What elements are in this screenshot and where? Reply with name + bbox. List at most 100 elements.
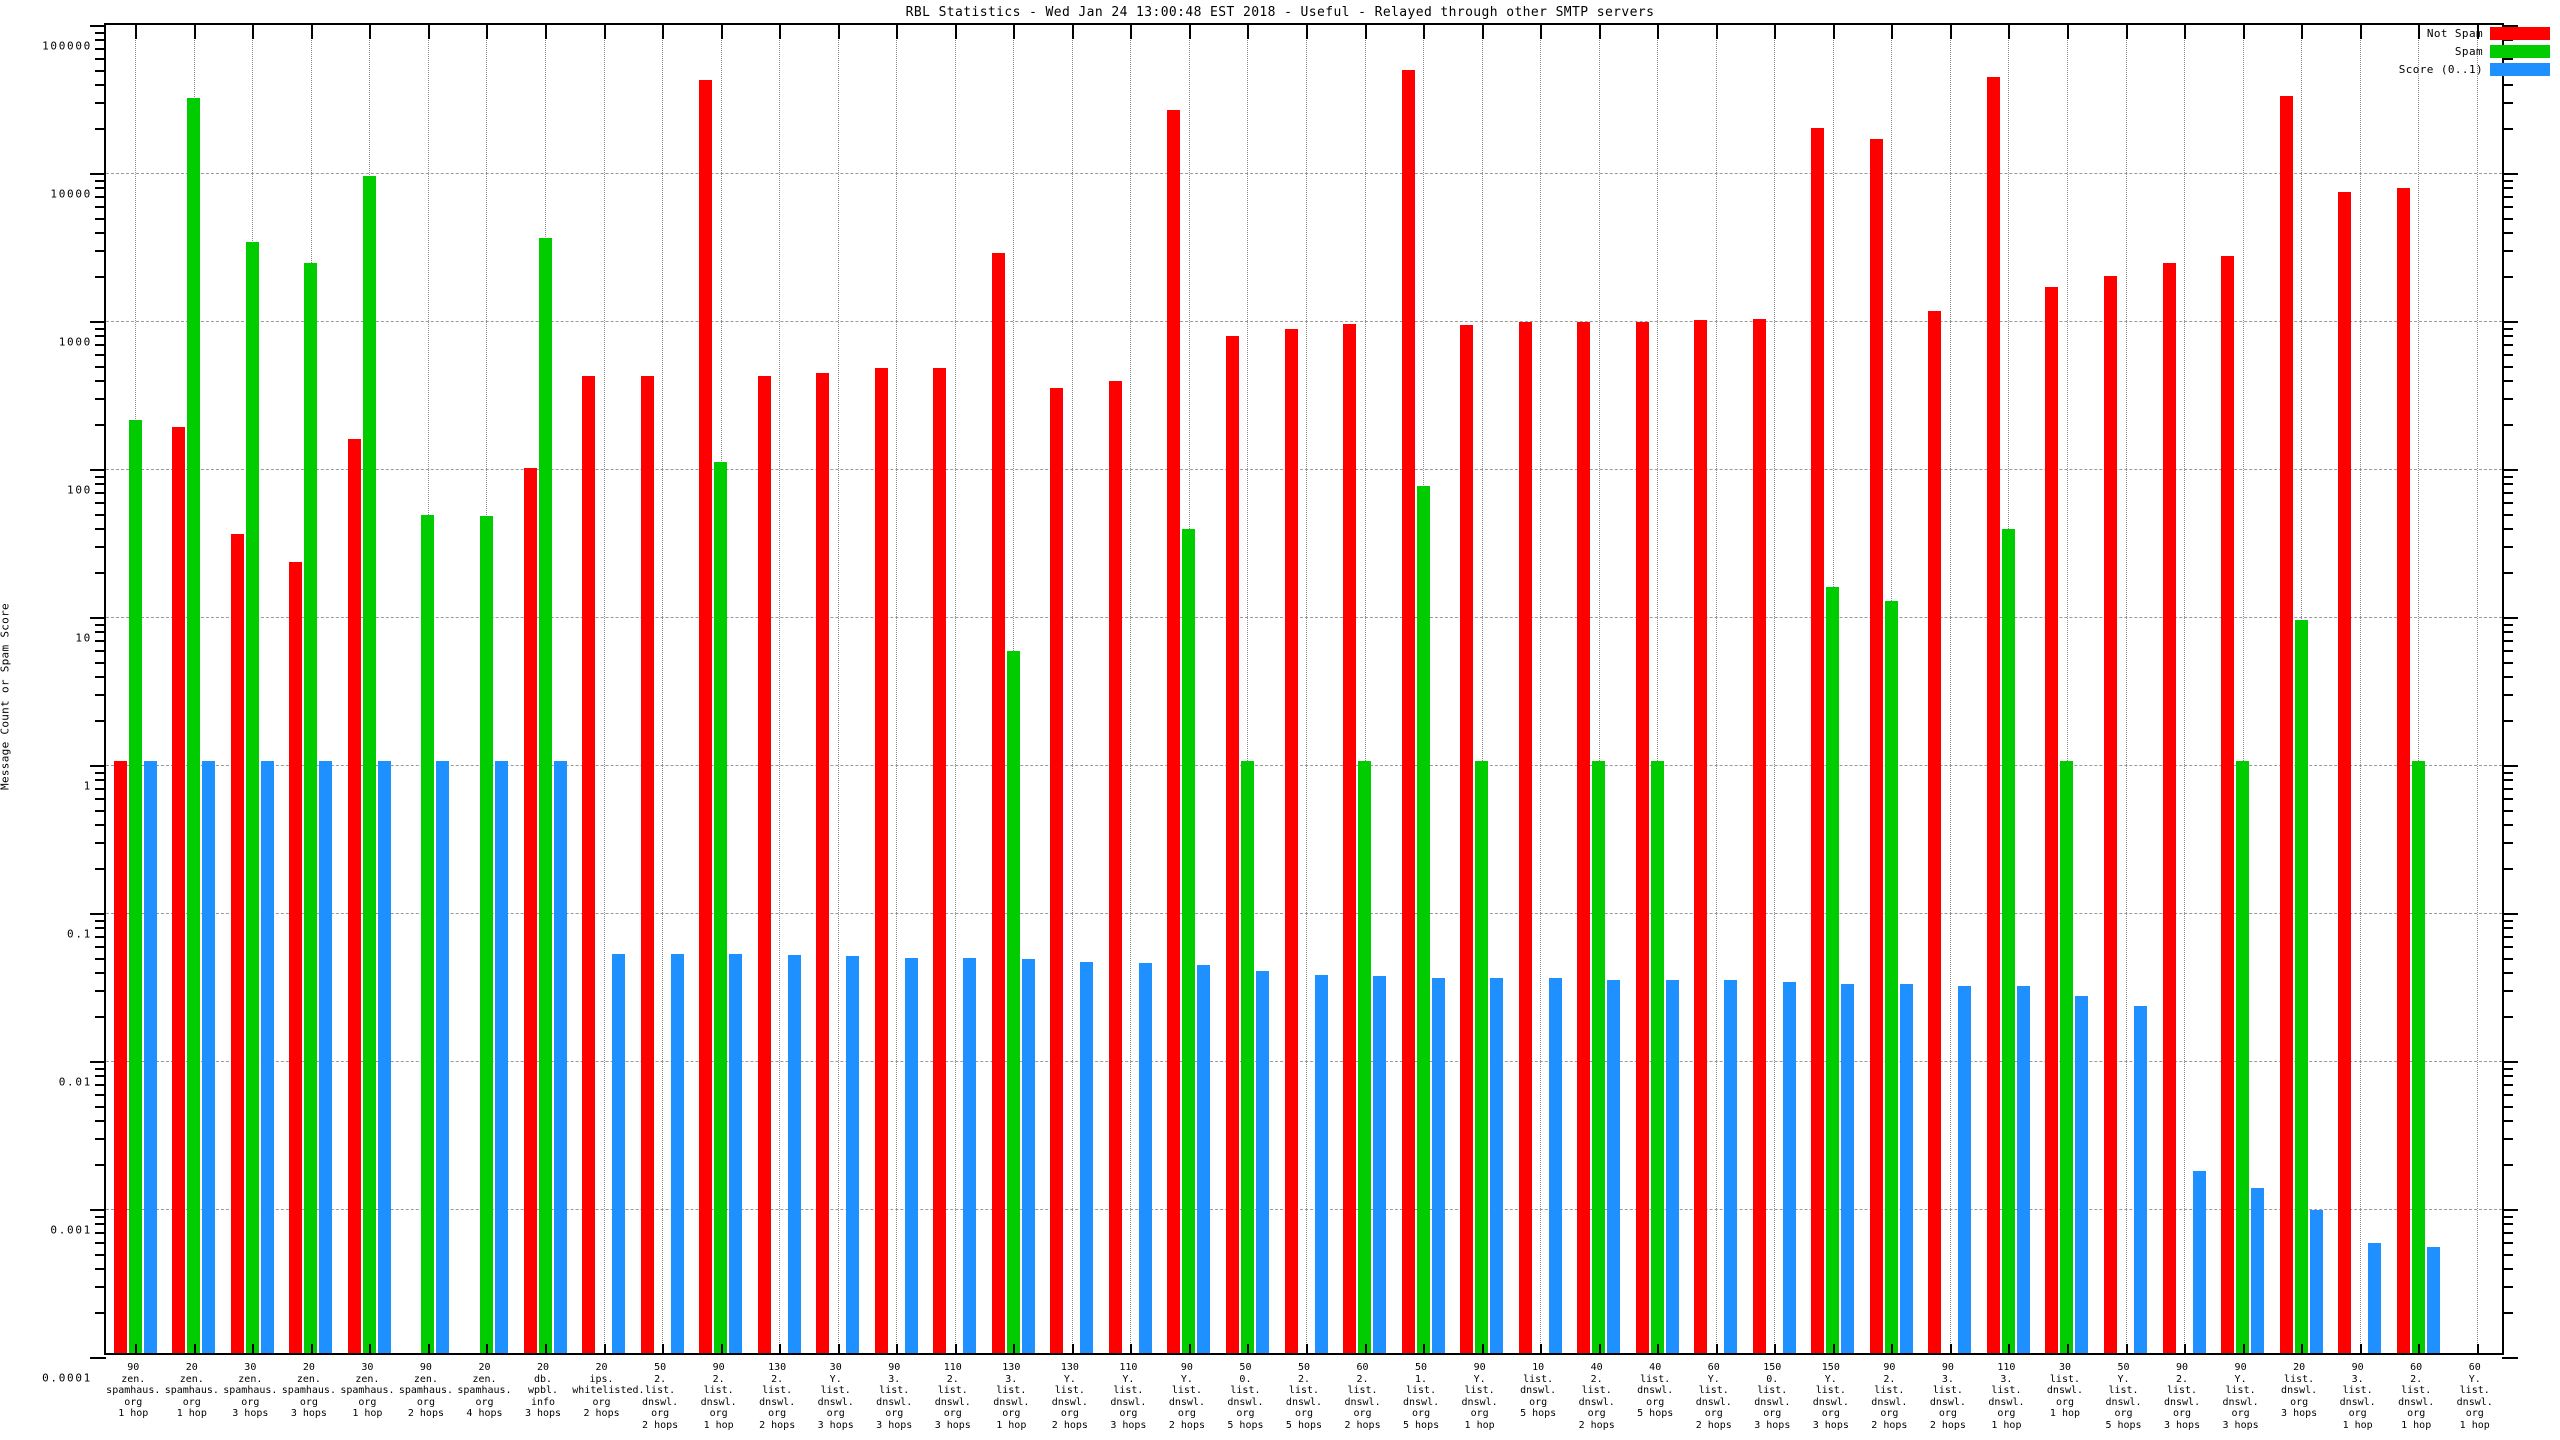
bar-blue bbox=[202, 761, 216, 1353]
legend-item-1[interactable]: Spam bbox=[2455, 45, 2550, 58]
y-axis-tick-right bbox=[2502, 173, 2518, 175]
x-axis-tick-bottom bbox=[2418, 1344, 2421, 1354]
y-axis-minor-tick-right bbox=[2502, 1215, 2513, 1218]
x-axis-label-line: org bbox=[1470, 1408, 1489, 1419]
x-axis-label-line: 2 hops bbox=[1344, 1419, 1381, 1431]
x-axis-label: 110 3. list. dnswl. org 1 hop bbox=[1977, 1362, 2036, 1431]
x-axis-label-line: list. bbox=[2166, 1385, 2198, 1396]
legend-item-0[interactable]: Not Spam bbox=[2427, 27, 2550, 40]
x-axis-label-line: org bbox=[1353, 1408, 1372, 1419]
bar-green bbox=[1240, 761, 1254, 1353]
y-axis-minor-tick bbox=[95, 779, 106, 782]
x-axis-tick-bottom bbox=[896, 1344, 899, 1354]
x-axis-label: 90 3. list. dnswl. org 1 hop bbox=[2328, 1362, 2387, 1431]
x-axis-tick bbox=[1715, 24, 1718, 39]
y-axis-tick-label: 10000 bbox=[50, 187, 92, 201]
bar-green bbox=[714, 461, 728, 1353]
bar-blue bbox=[494, 761, 508, 1353]
bar-red bbox=[1752, 318, 1766, 1353]
y-axis-minor-tick-right bbox=[2502, 823, 2513, 826]
y-axis-minor-tick-right bbox=[2502, 128, 2513, 131]
x-axis-label-line: dnswl. bbox=[817, 1396, 854, 1408]
y-axis-minor-tick-right bbox=[2502, 1241, 2513, 1244]
x-axis-label: 50 0. list. dnswl. org 5 hops bbox=[1216, 1362, 1275, 1431]
x-axis-label-line: org bbox=[124, 1396, 143, 1408]
y-axis-minor-tick-right bbox=[2502, 1067, 2513, 1070]
x-axis-label-line: 3 hops bbox=[1110, 1419, 1147, 1431]
x-axis-label-line: org bbox=[358, 1396, 377, 1408]
x-axis-label: 110 Y. list. dnswl. org 3 hops bbox=[1099, 1362, 1158, 1431]
bar-green bbox=[128, 420, 142, 1353]
plot-area bbox=[90, 23, 2518, 1359]
y-axis-minor-tick-right bbox=[2502, 424, 2513, 427]
x-axis-tick-bottom bbox=[1306, 1344, 1308, 1354]
x-axis-label-line: Y. bbox=[1063, 1373, 1076, 1385]
bar-green bbox=[2236, 761, 2250, 1353]
y-axis-minor-tick bbox=[95, 1223, 106, 1226]
vertical-gridline bbox=[896, 25, 898, 1353]
y-axis-minor-tick-right bbox=[2502, 1253, 2513, 1256]
y-axis-minor-tick bbox=[95, 1075, 106, 1078]
y-axis-minor-tick-right bbox=[2502, 1016, 2513, 1019]
x-axis-label-line: list. bbox=[1757, 1385, 1788, 1396]
x-axis-tick-bottom bbox=[2184, 1344, 2187, 1354]
x-axis-label-line: org bbox=[768, 1408, 787, 1419]
x-axis-label-line: 1 hop bbox=[2049, 1408, 2081, 1419]
horizontal-gridline bbox=[106, 469, 2502, 470]
bar-green bbox=[479, 516, 493, 1353]
x-axis-label-line: list. bbox=[1523, 1373, 1554, 1385]
x-axis-tick-bottom bbox=[1247, 1344, 1250, 1354]
x-axis-label-line: org bbox=[2290, 1396, 2309, 1408]
x-axis-label-line: dnswl. bbox=[1168, 1396, 1205, 1408]
y-axis-minor-tick-right bbox=[2502, 868, 2513, 871]
x-axis-label-line: 5 hops bbox=[1285, 1419, 1323, 1431]
x-axis-tick bbox=[369, 24, 372, 39]
x-axis-label-line: 1 hop bbox=[176, 1408, 207, 1419]
vertical-gridline bbox=[662, 25, 664, 1353]
legend-swatch bbox=[2490, 27, 2550, 40]
bar-blue bbox=[2134, 1006, 2147, 1353]
x-axis-label-line: 2. bbox=[771, 1373, 784, 1385]
x-axis-label-line: 20 bbox=[536, 1362, 550, 1373]
x-axis-tick-bottom bbox=[1774, 1344, 1777, 1354]
x-axis-label-line: 3. bbox=[2351, 1373, 2364, 1385]
x-axis-tick-bottom bbox=[252, 1344, 255, 1354]
y-axis-minor-tick bbox=[95, 1215, 106, 1218]
x-axis-label-line: wpbl. bbox=[527, 1385, 559, 1396]
x-axis-label-line: org bbox=[1938, 1408, 1957, 1419]
legend-item-2[interactable]: Score (0..1) bbox=[2399, 63, 2550, 76]
x-axis-label-line: 110 bbox=[1119, 1362, 1138, 1373]
x-axis-label: 130 2. list. dnswl. org 2 hops bbox=[748, 1362, 807, 1431]
x-axis-label-line: 2 hops bbox=[642, 1419, 679, 1431]
bar-blue bbox=[846, 956, 860, 1353]
x-axis-label-line: zen. bbox=[121, 1373, 146, 1385]
x-axis-label-line: spamhaus. bbox=[340, 1385, 395, 1396]
legend-swatch bbox=[2490, 45, 2550, 58]
y-axis-minor-tick bbox=[95, 945, 106, 948]
x-axis-label-line: list. bbox=[1640, 1373, 1671, 1385]
x-axis-tick bbox=[2476, 24, 2479, 39]
x-axis-label-line: Y. bbox=[2117, 1373, 2130, 1385]
y-axis-minor-tick-right bbox=[2502, 623, 2513, 626]
bar-green bbox=[1884, 601, 1898, 1353]
y-axis-tick bbox=[90, 1357, 106, 1359]
bar-red bbox=[640, 375, 654, 1353]
x-axis-label-line: 150 bbox=[1821, 1362, 1840, 1373]
y-axis-minor-tick-right bbox=[2502, 1138, 2513, 1141]
y-axis-minor-tick-right bbox=[2502, 205, 2513, 208]
y-axis-tick-right bbox=[2502, 25, 2518, 27]
vertical-gridline bbox=[2066, 25, 2068, 1353]
x-axis-tick-bottom bbox=[1071, 1344, 1074, 1354]
x-axis-tick-bottom bbox=[310, 1344, 313, 1354]
x-axis-label: 90 3. list. dnswl. org 2 hops bbox=[1919, 1362, 1978, 1431]
bar-blue bbox=[2251, 1188, 2265, 1353]
x-axis-label-line: 1 hop bbox=[2342, 1419, 2373, 1431]
y-axis-minor-tick-right bbox=[2502, 343, 2513, 346]
plot-inner bbox=[106, 25, 2502, 1353]
bar-red bbox=[523, 468, 537, 1353]
x-axis-label-line: list. bbox=[1464, 1385, 1495, 1396]
y-axis-minor-tick-right bbox=[2502, 720, 2513, 723]
x-axis-tick bbox=[2418, 24, 2421, 39]
y-axis-minor-tick-right bbox=[2502, 935, 2513, 938]
horizontal-gridline bbox=[106, 1061, 2502, 1062]
